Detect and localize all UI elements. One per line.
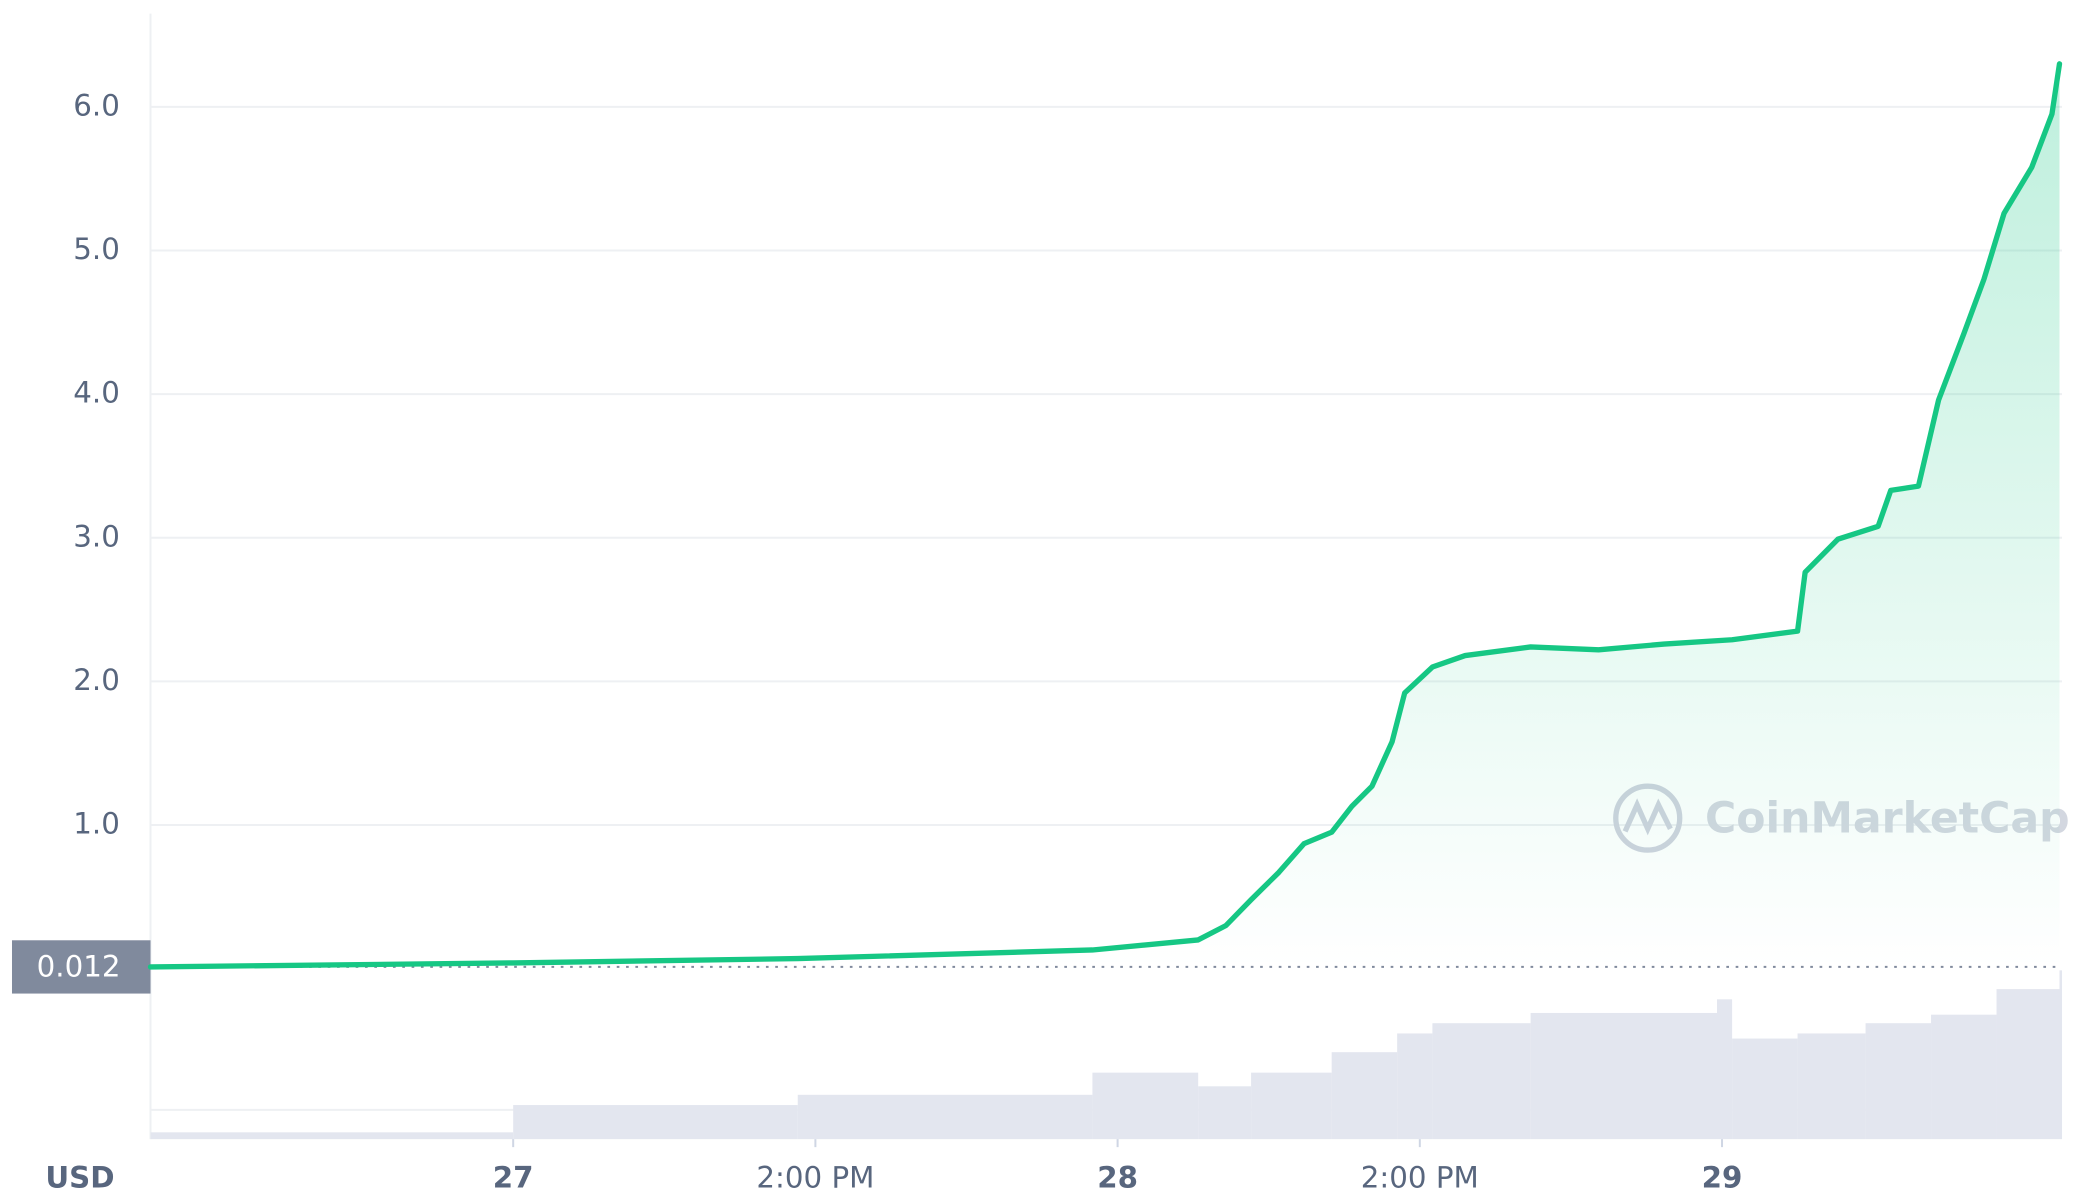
volume-bar [150, 1132, 514, 1140]
x-tick-label: 2:00 PM [1361, 1161, 1479, 1195]
volume-bar [1530, 1012, 1717, 1140]
volume-bar [1251, 1072, 1332, 1140]
volume-bar [1931, 1014, 1997, 1140]
volume-bar [1397, 1033, 1433, 1140]
volume-bar [1732, 1038, 1798, 1140]
y-tick-label: 5.0 [73, 232, 120, 266]
reference-badge [11, 940, 151, 994]
reference-label: 0.012 [37, 950, 121, 984]
x-tick-label: 28 [1097, 1161, 1138, 1195]
volume-bar [1996, 989, 2060, 1140]
volume-bar [1865, 1023, 1932, 1140]
currency-label: USD [45, 1161, 114, 1195]
volume-bar [1331, 1052, 1398, 1140]
price-area [150, 63, 2060, 969]
x-tick-label: 2:00 PM [756, 1161, 874, 1195]
volume-bar [513, 1105, 798, 1140]
y-tick-label: 6.0 [73, 88, 120, 122]
volume-bar [1198, 1086, 1252, 1140]
y-tick-label: 4.0 [73, 376, 120, 410]
volume-bar [1716, 999, 1733, 1140]
volume-bar [797, 1094, 1093, 1140]
x-tick-label: 29 [1702, 1161, 1743, 1195]
price-line [147, 61, 2063, 970]
volume-bar [1432, 1023, 1531, 1140]
volume-bar [1797, 1033, 1866, 1140]
y-tick-label: 2.0 [73, 663, 120, 697]
volume-bar [2059, 970, 2063, 1140]
volume-bar [1092, 1072, 1199, 1140]
x-tick-label: 27 [493, 1161, 534, 1195]
y-tick-label: 3.0 [73, 519, 120, 553]
y-tick-label: 1.0 [73, 807, 120, 841]
